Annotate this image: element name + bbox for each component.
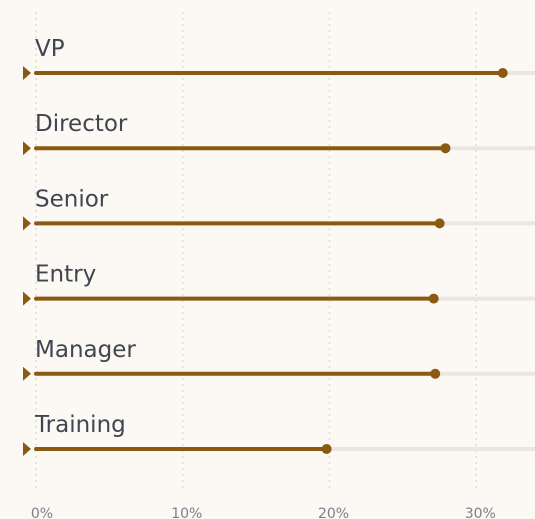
dot [321,444,332,454]
category-label: VP [35,36,65,62]
category-label: Training [34,412,126,438]
dot [428,293,439,304]
dot [430,368,441,379]
category-label: Entry [35,262,96,288]
marker [23,216,31,231]
x-tick-label: 30% [465,506,496,519]
x-tick-label: 0% [31,506,53,519]
dot [434,218,445,229]
marker [23,366,31,381]
category-label: Manager [35,337,136,363]
marker [23,442,31,456]
marker [23,66,31,80]
dot [440,143,451,154]
marker [23,291,31,306]
dot [497,68,508,78]
category-label: Director [35,111,128,137]
category-label: Senior [35,186,109,212]
x-tick-label: 10% [171,506,202,519]
x-tick-label: 20% [318,506,349,519]
marker [23,141,31,156]
